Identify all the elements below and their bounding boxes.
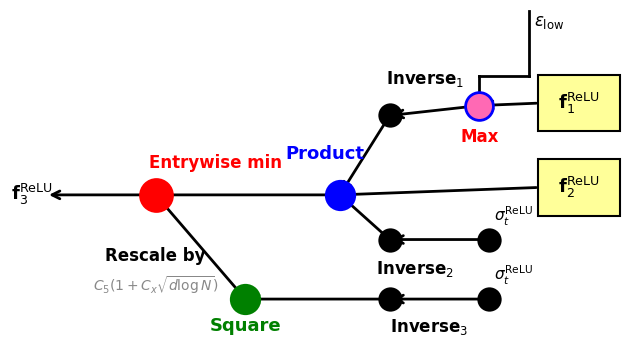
Text: $\mathbf{f}_2^{\mathrm{ReLU}}$: $\mathbf{f}_2^{\mathrm{ReLU}}$: [558, 175, 600, 200]
Text: $\sigma_t^{\mathrm{ReLU}}$: $\sigma_t^{\mathrm{ReLU}}$: [494, 204, 533, 228]
Text: $C_5(1+C_x\sqrt{d\log N})$: $C_5(1+C_x\sqrt{d\log N})$: [93, 274, 218, 296]
Text: $\epsilon_{\mathrm{low}}$: $\epsilon_{\mathrm{low}}$: [534, 13, 564, 31]
Text: Entrywise min: Entrywise min: [149, 154, 282, 172]
FancyBboxPatch shape: [538, 159, 620, 216]
Text: $\sigma_t^{\mathrm{ReLU}}$: $\sigma_t^{\mathrm{ReLU}}$: [494, 264, 533, 287]
Text: Inverse$_3$: Inverse$_3$: [390, 317, 468, 337]
Text: Max: Max: [460, 129, 499, 146]
Text: Product: Product: [285, 145, 364, 163]
Text: Inverse$_2$: Inverse$_2$: [376, 259, 454, 279]
FancyBboxPatch shape: [538, 75, 620, 131]
Text: $\mathbf{f}_3^{\mathrm{ReLU}}$: $\mathbf{f}_3^{\mathrm{ReLU}}$: [12, 182, 53, 208]
Text: $\mathbf{f}_1^{\mathrm{ReLU}}$: $\mathbf{f}_1^{\mathrm{ReLU}}$: [558, 90, 600, 116]
Text: Square: Square: [209, 317, 281, 335]
Text: Rescale by: Rescale by: [106, 247, 206, 265]
Text: Inverse$_1$: Inverse$_1$: [385, 69, 463, 89]
